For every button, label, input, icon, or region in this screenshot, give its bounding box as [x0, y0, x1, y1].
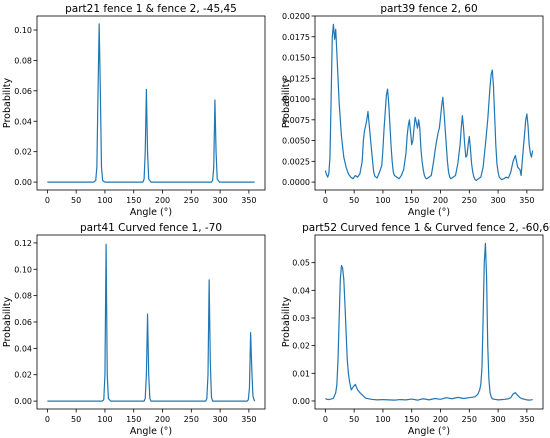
y-tick-label: 0.0150 — [282, 54, 310, 63]
x-axis-label: Angle (°) — [130, 426, 172, 437]
series-line-1 — [47, 23, 255, 183]
series-line-1 — [325, 242, 533, 401]
y-axis-label: Probability — [2, 297, 13, 348]
x-tick-label: 200 — [155, 196, 170, 205]
x-tick-label: 0 — [323, 196, 328, 205]
y-tick-label: 0.04 — [14, 344, 32, 353]
y-tick-label: 0.0100 — [282, 95, 310, 104]
axes-frame — [314, 15, 544, 191]
y-axis-label: Probability — [281, 78, 292, 129]
y-tick-label: 0.0050 — [282, 137, 310, 146]
y-tick-label: 0.0025 — [282, 157, 310, 166]
x-tick-label: 350 — [241, 415, 256, 424]
chart-title: part41 Curved fence 1, -70 — [80, 222, 222, 234]
x-tick-label: 300 — [490, 196, 505, 205]
y-tick-label: 0.0200 — [282, 12, 310, 21]
x-tick-label: 0 — [45, 196, 50, 205]
axes-frame — [36, 15, 266, 191]
axes-frame — [314, 234, 544, 410]
y-axis-label: Probability — [281, 297, 292, 348]
y-tick-label: 0.12 — [14, 239, 32, 248]
chart-panel-1: 0 50 100 150 200 250 300 350 0.00 0.02 0.04 0.06 0.0… — [2, 3, 266, 218]
y-tick-label: 0.00 — [14, 178, 32, 187]
y-tick-label: 0.10 — [14, 26, 32, 35]
axes-frame — [36, 234, 266, 410]
y-tick-label: 0.06 — [14, 87, 32, 96]
x-axis-label: Angle (°) — [130, 207, 172, 218]
y-tick-label: 0.04 — [292, 286, 310, 295]
y-tick-label: 0.0125 — [282, 74, 310, 83]
x-tick-label: 250 — [184, 196, 199, 205]
x-axis-label: Angle (°) — [408, 207, 450, 218]
series-line-1 — [47, 243, 256, 402]
x-tick-label: 150 — [404, 196, 419, 205]
x-tick-label: 350 — [241, 196, 256, 205]
x-tick-label: 200 — [433, 196, 448, 205]
x-tick-label: 350 — [519, 196, 534, 205]
y-tick-label: 0.03 — [292, 314, 310, 323]
y-tick-label: 0.10 — [14, 265, 32, 274]
x-tick-label: 50 — [71, 415, 81, 424]
y-axis-label: Probability — [2, 78, 13, 129]
y-tick-label: 0.04 — [14, 117, 32, 126]
x-axis-label: Angle (°) — [408, 426, 450, 437]
chart-title: part39 fence 2, 60 — [380, 3, 477, 15]
y-tick-label: 0.06 — [14, 318, 32, 327]
chart-title: part52 Curved fence 1 & Curved fence 2, … — [302, 222, 550, 234]
x-tick-label: 200 — [155, 415, 170, 424]
x-tick-label: 100 — [375, 196, 390, 205]
x-tick-label: 300 — [212, 415, 227, 424]
x-tick-label: 50 — [71, 196, 81, 205]
x-tick-label: 100 — [97, 196, 112, 205]
x-tick-label: 50 — [349, 196, 359, 205]
y-tick-label: 0.00 — [14, 397, 32, 406]
x-tick-label: 150 — [404, 415, 419, 424]
x-tick-label: 100 — [375, 415, 390, 424]
x-tick-label: 200 — [433, 415, 448, 424]
x-tick-label: 350 — [519, 415, 534, 424]
x-tick-label: 0 — [323, 415, 328, 424]
x-tick-label: 250 — [184, 415, 199, 424]
y-tick-label: 0.0000 — [282, 178, 310, 187]
y-tick-label: 0.01 — [292, 369, 310, 378]
x-tick-label: 50 — [349, 415, 359, 424]
chart-panel-4: 0 50 100 150 200 250 300 350 0.00 0.01 0.02 0.03 0.0… — [281, 222, 550, 437]
y-tick-label: 0.05 — [292, 259, 310, 268]
y-tick-label: 0.08 — [14, 56, 32, 65]
chart-title: part21 fence 1 & fence 2, -45,45 — [65, 3, 237, 15]
y-tick-label: 0.08 — [14, 292, 32, 301]
x-tick-label: 300 — [490, 415, 505, 424]
x-tick-label: 300 — [212, 196, 227, 205]
chart-panel-2: 0 50 100 150 200 250 300 350 0.0000 0.0025 0.0050 0… — [281, 3, 544, 218]
x-tick-label: 250 — [462, 196, 477, 205]
series-line-1 — [324, 23, 534, 182]
y-tick-label: 0.0075 — [282, 116, 310, 125]
x-tick-label: 250 — [462, 415, 477, 424]
y-tick-label: 0.00 — [292, 397, 310, 406]
x-tick-label: 150 — [126, 196, 141, 205]
x-tick-label: 100 — [97, 415, 112, 424]
y-tick-label: 0.02 — [14, 148, 32, 157]
y-tick-label: 0.02 — [14, 371, 32, 380]
y-tick-label: 0.02 — [292, 342, 310, 351]
chart-panel-3: 0 50 100 150 200 250 300 350 0.00 0.02 0.04 0.06 0.0… — [2, 222, 266, 437]
y-tick-label: 0.0175 — [282, 33, 310, 42]
x-tick-label: 0 — [45, 415, 50, 424]
x-tick-label: 150 — [126, 415, 141, 424]
